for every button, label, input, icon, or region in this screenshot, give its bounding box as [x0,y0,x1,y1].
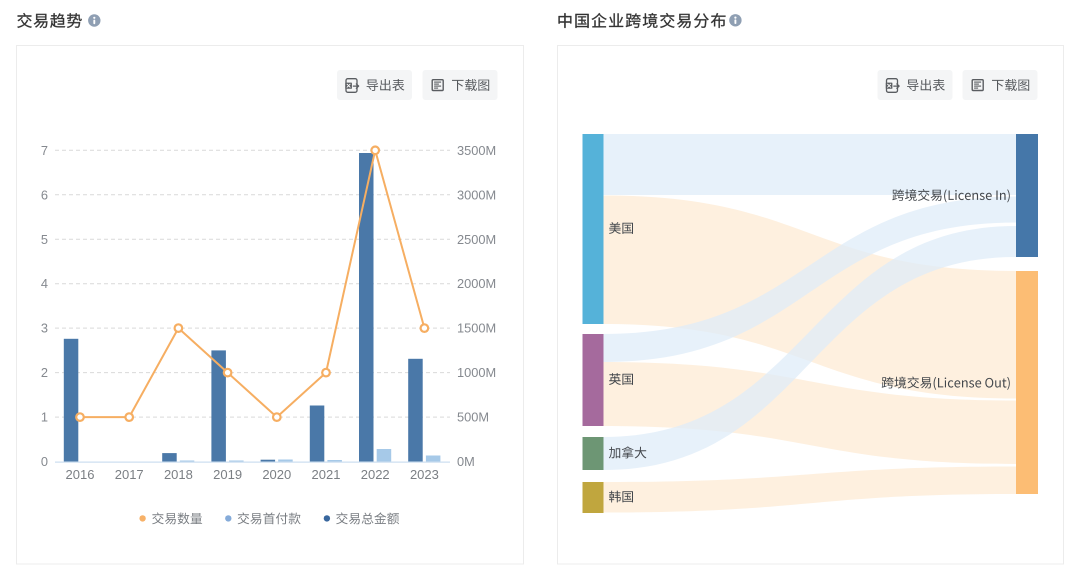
svg-text:500M: 500M [457,410,489,425]
svg-text:0: 0 [41,454,48,469]
svg-text:2020: 2020 [262,467,291,482]
svg-text:2019: 2019 [213,467,242,482]
svg-text:5: 5 [41,232,48,247]
svg-text:2022: 2022 [361,467,390,482]
svg-text:7: 7 [41,143,48,158]
svg-text:2000M: 2000M [457,276,496,291]
svg-text:3000M: 3000M [457,187,496,202]
svg-text:3500M: 3500M [457,143,496,158]
svg-text:2016: 2016 [66,467,95,482]
svg-text:1: 1 [41,410,48,425]
svg-text:4: 4 [41,276,48,291]
svg-text:2021: 2021 [312,467,341,482]
svg-text:0M: 0M [457,454,475,469]
svg-text:2018: 2018 [164,467,193,482]
svg-text:1000M: 1000M [457,365,496,380]
svg-text:6: 6 [41,187,48,202]
svg-text:2500M: 2500M [457,232,496,247]
svg-text:2: 2 [41,365,48,380]
svg-text:3: 3 [41,321,48,336]
svg-text:1500M: 1500M [457,321,496,336]
svg-text:2023: 2023 [410,467,439,482]
svg-text:2017: 2017 [115,467,144,482]
